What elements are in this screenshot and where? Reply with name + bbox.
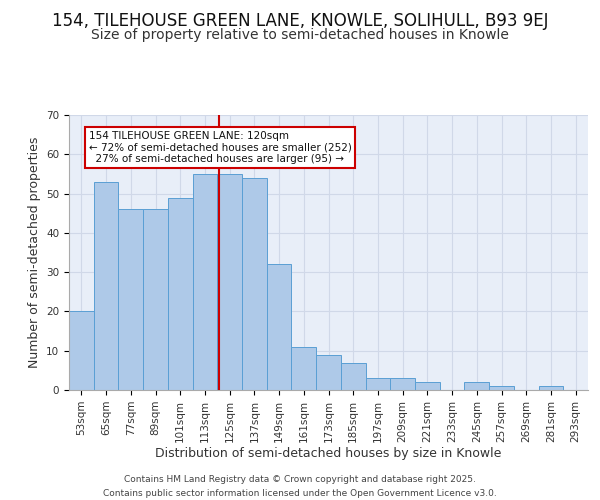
Bar: [316, 354, 341, 390]
Text: Size of property relative to semi-detached houses in Knowle: Size of property relative to semi-detach…: [91, 28, 509, 42]
Bar: [539, 386, 563, 390]
Bar: [94, 182, 118, 390]
Bar: [267, 264, 292, 390]
Text: 154, TILEHOUSE GREEN LANE, KNOWLE, SOLIHULL, B93 9EJ: 154, TILEHOUSE GREEN LANE, KNOWLE, SOLIH…: [52, 12, 548, 30]
Text: 154 TILEHOUSE GREEN LANE: 120sqm
← 72% of semi-detached houses are smaller (252): 154 TILEHOUSE GREEN LANE: 120sqm ← 72% o…: [89, 130, 352, 164]
Bar: [464, 382, 489, 390]
Bar: [118, 210, 143, 390]
Bar: [341, 362, 365, 390]
Y-axis label: Number of semi-detached properties: Number of semi-detached properties: [28, 137, 41, 368]
Bar: [415, 382, 440, 390]
Bar: [365, 378, 390, 390]
Bar: [217, 174, 242, 390]
Bar: [69, 312, 94, 390]
Bar: [292, 347, 316, 390]
Text: Contains HM Land Registry data © Crown copyright and database right 2025.
Contai: Contains HM Land Registry data © Crown c…: [103, 476, 497, 498]
Bar: [193, 174, 217, 390]
Bar: [242, 178, 267, 390]
Bar: [390, 378, 415, 390]
Bar: [143, 210, 168, 390]
Bar: [168, 198, 193, 390]
Bar: [489, 386, 514, 390]
X-axis label: Distribution of semi-detached houses by size in Knowle: Distribution of semi-detached houses by …: [155, 448, 502, 460]
